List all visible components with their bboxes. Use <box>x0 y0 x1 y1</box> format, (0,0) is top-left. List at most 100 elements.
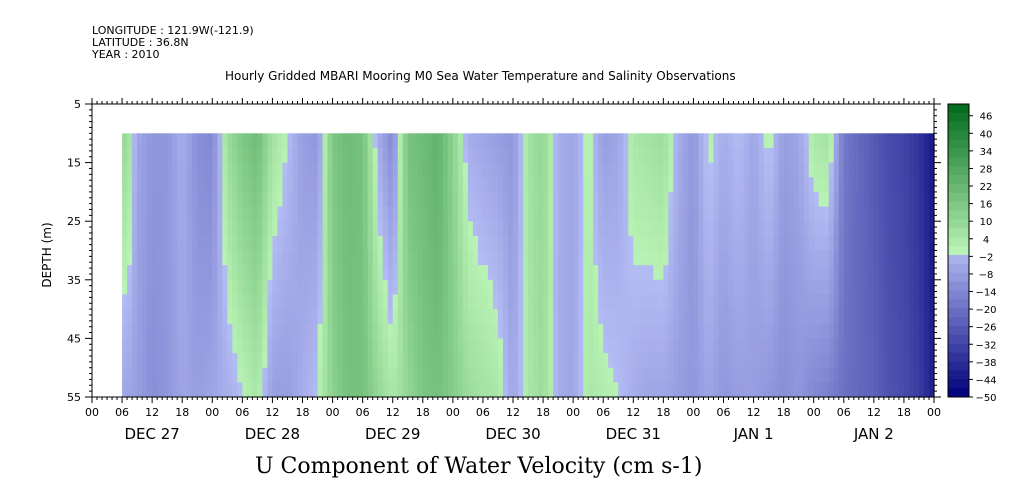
heatmap-cell <box>848 191 855 208</box>
heatmap-cell <box>628 265 634 281</box>
heatmap-cell <box>457 309 464 325</box>
heatmap-cell <box>923 353 930 369</box>
heatmap-cell <box>432 338 439 354</box>
heatmap-cell <box>533 367 539 383</box>
heatmap-cell <box>698 206 705 222</box>
heatmap-cell <box>272 133 279 149</box>
heatmap-cell <box>267 147 274 164</box>
heatmap-cell <box>427 382 434 398</box>
heatmap-cell <box>533 382 539 398</box>
heatmap-cell <box>452 382 459 398</box>
heatmap-cell <box>157 309 163 325</box>
y-tick-label: 25 <box>67 215 81 228</box>
heatmap-cell <box>603 206 609 222</box>
heatmap-cell <box>788 367 795 383</box>
heatmap-cell <box>312 206 319 222</box>
heatmap-cell <box>518 191 524 208</box>
heatmap-cell <box>773 265 780 281</box>
heatmap-cell <box>753 265 760 281</box>
heatmap-cell <box>613 279 619 296</box>
heatmap-cell <box>287 191 294 208</box>
heatmap-cell <box>533 206 539 222</box>
heatmap-cell <box>192 250 198 266</box>
heatmap-cell <box>307 235 314 252</box>
heatmap-cell <box>753 162 760 178</box>
heatmap-cell <box>507 206 514 222</box>
heatmap-cell <box>267 338 274 354</box>
heatmap-cell <box>683 162 690 178</box>
heatmap-cell <box>197 177 203 193</box>
heatmap-cell <box>918 338 925 354</box>
heatmap-cell <box>472 235 479 252</box>
heatmap-cell <box>743 279 750 296</box>
heatmap-cell <box>758 353 765 369</box>
heatmap-cell <box>863 367 870 383</box>
heatmap-cell <box>638 279 644 296</box>
heatmap-cell <box>492 250 499 266</box>
heatmap-cell <box>322 221 329 237</box>
heatmap-cell <box>182 279 188 296</box>
heatmap-cell <box>858 235 865 252</box>
heatmap-cell <box>502 206 509 222</box>
heatmap-cell <box>638 309 644 325</box>
heatmap-cell <box>182 382 188 398</box>
heatmap-cell <box>578 221 584 237</box>
heatmap-cell <box>873 353 880 369</box>
heatmap-cell <box>467 206 474 222</box>
heatmap-cell <box>152 191 158 208</box>
heatmap-cell <box>292 309 299 325</box>
heatmap-cell <box>623 309 629 325</box>
heatmap-cell <box>222 221 228 237</box>
heatmap-cell <box>718 279 725 296</box>
heatmap-cell <box>502 162 509 178</box>
heatmap-cell <box>783 265 790 281</box>
heatmap-cell <box>362 367 369 383</box>
heatmap-cell <box>367 294 374 310</box>
heatmap-cell <box>252 309 258 325</box>
heatmap-cell <box>252 250 258 266</box>
colorbar-bin <box>948 254 969 265</box>
heatmap-cell <box>848 382 855 398</box>
heatmap-cell <box>302 279 309 296</box>
heatmap-cell <box>242 323 248 339</box>
heatmap-cell <box>688 338 695 354</box>
heatmap-cell <box>152 206 158 222</box>
heatmap-cell <box>528 162 534 178</box>
heatmap-cell <box>903 338 910 354</box>
heatmap-cell <box>482 133 489 149</box>
heatmap-cell <box>623 221 629 237</box>
heatmap-cell <box>332 250 339 266</box>
heatmap-cell <box>848 221 855 237</box>
heatmap-cell <box>167 367 173 383</box>
heatmap-cell <box>518 250 524 266</box>
heatmap-cell <box>432 162 439 178</box>
heatmap-cell <box>357 250 364 266</box>
heatmap-cell <box>222 367 228 383</box>
heatmap-cell <box>563 162 569 178</box>
heatmap-cell <box>573 338 579 354</box>
heatmap-cell <box>873 323 880 339</box>
x-tick-label: 00 <box>566 406 580 419</box>
heatmap-cell <box>863 162 870 178</box>
heatmap-cell <box>377 265 384 281</box>
heatmap-cell <box>467 177 474 193</box>
heatmap-cell <box>162 221 168 237</box>
heatmap-cell <box>202 235 208 252</box>
heatmap-cell <box>212 382 218 398</box>
heatmap-cell <box>818 162 825 178</box>
heatmap-cell <box>593 382 599 398</box>
heatmap-cell <box>903 265 910 281</box>
heatmap-cell <box>327 162 334 178</box>
heatmap-cell <box>262 309 269 325</box>
heatmap-cell <box>848 250 855 266</box>
heatmap-cell <box>462 162 469 178</box>
heatmap-cell <box>633 206 639 222</box>
heatmap-cell <box>307 162 314 178</box>
heatmap-cell <box>507 338 514 354</box>
heatmap-cell <box>222 265 228 281</box>
heatmap-cell <box>913 250 920 266</box>
heatmap-cell <box>332 177 339 193</box>
heatmap-cell <box>718 177 725 193</box>
heatmap-cell <box>157 221 163 237</box>
heatmap-cell <box>673 294 679 310</box>
